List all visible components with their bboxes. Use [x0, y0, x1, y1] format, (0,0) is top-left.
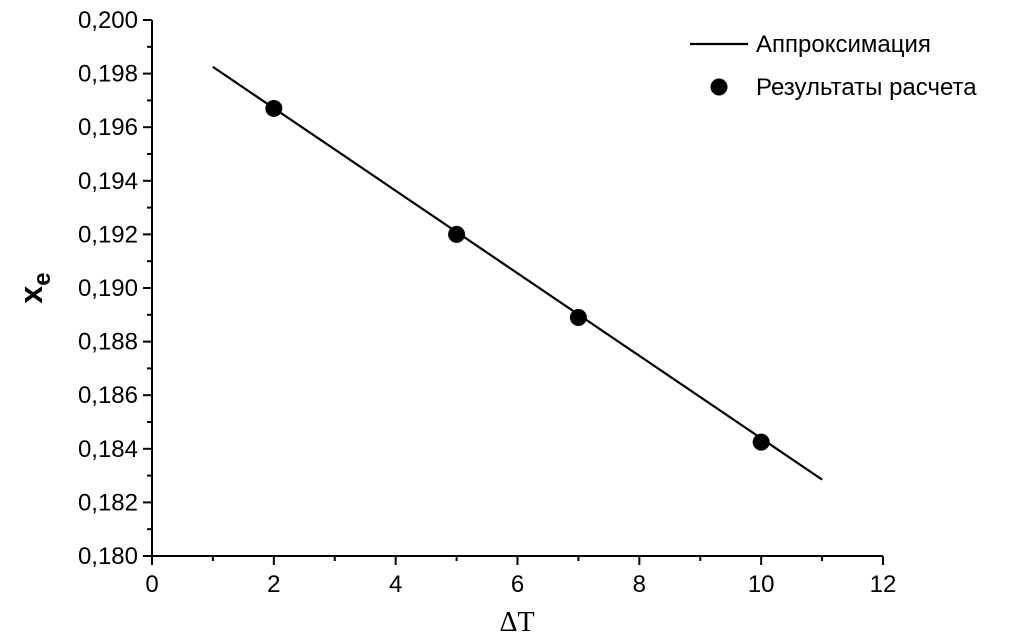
- y-tick-label: 0,192: [78, 221, 138, 248]
- y-tick-label: 0,188: [78, 329, 138, 356]
- legend: Аппроксимация Результаты расчета: [690, 31, 977, 101]
- x-tick-label: 6: [511, 571, 524, 598]
- y-axis-title-main: x: [13, 286, 49, 304]
- y-tick-label: 0,194: [78, 168, 138, 195]
- data-point: [265, 99, 283, 117]
- y-tick-label: 0,198: [78, 61, 138, 88]
- series-line-approximation: [212, 65, 823, 481]
- svg-text:xe: xe: [13, 272, 56, 303]
- y-tick-label: 0,190: [78, 275, 138, 302]
- plot-area: [212, 65, 823, 481]
- x-axis-title: ΔT: [499, 607, 534, 635]
- x-tick-label: 2: [267, 571, 280, 598]
- data-point: [752, 433, 770, 451]
- y-tick-label: 0,196: [78, 114, 138, 141]
- legend-marker-swatch: [710, 78, 728, 96]
- x-tick-label: 10: [748, 571, 775, 598]
- y-tick-label: 0,186: [78, 382, 138, 409]
- legend-label-line: Аппроксимация: [756, 31, 931, 58]
- x-axis-ticks: 0 2 4 6 8 10 12: [145, 556, 896, 598]
- y-axis-ticks: 0,180 0,182 0,184 0,186 0,188 0,190 0,192 0,194…: [78, 7, 152, 570]
- y-tick-label: 0,180: [78, 543, 138, 570]
- x-tick-label: 4: [389, 571, 402, 598]
- y-tick-label: 0,200: [78, 7, 138, 34]
- y-tick-label: 0,184: [78, 436, 138, 463]
- legend-label-markers: Результаты расчета: [756, 74, 977, 101]
- data-point: [569, 308, 587, 326]
- y-tick-label: 0,182: [78, 489, 138, 516]
- y-axis-title: xe: [13, 272, 56, 303]
- y-axis-title-subscript: e: [29, 272, 56, 285]
- x-tick-label: 0: [145, 571, 158, 598]
- data-point: [448, 225, 466, 243]
- x-tick-label: 12: [870, 571, 897, 598]
- x-tick-label: 8: [633, 571, 646, 598]
